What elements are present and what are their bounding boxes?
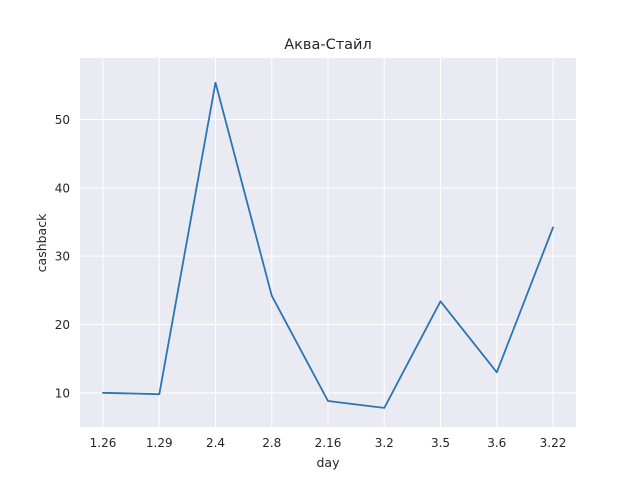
chart-title: Аква-Стайл bbox=[284, 37, 372, 53]
x-tick-label: 2.4 bbox=[206, 436, 225, 450]
x-tick-label: 3.6 bbox=[487, 436, 506, 450]
x-axis-ticks: 1.26 1.29 2.4 2.8 2.16 3.2 3.5 3.6 3.22 bbox=[90, 436, 567, 450]
x-axis-label: day bbox=[317, 455, 341, 470]
x-tick-label: 2.16 bbox=[315, 436, 342, 450]
x-tick-label: 2.8 bbox=[262, 436, 281, 450]
x-tick-label: 3.2 bbox=[375, 436, 394, 450]
x-tick-label: 1.26 bbox=[90, 436, 117, 450]
x-tick-label: 3.5 bbox=[431, 436, 450, 450]
y-axis-label: cashback bbox=[34, 213, 49, 272]
x-tick-label: 1.29 bbox=[146, 436, 173, 450]
y-tick-label: 10 bbox=[55, 386, 70, 400]
y-tick-label: 40 bbox=[55, 181, 70, 195]
y-axis-ticks: 10 20 30 40 50 bbox=[55, 113, 70, 400]
y-tick-label: 30 bbox=[55, 250, 70, 264]
x-tick-label: 3.22 bbox=[540, 436, 567, 450]
y-tick-label: 50 bbox=[55, 113, 70, 127]
y-tick-label: 20 bbox=[55, 318, 70, 332]
series-line bbox=[102, 81, 554, 409]
grid bbox=[80, 58, 576, 427]
